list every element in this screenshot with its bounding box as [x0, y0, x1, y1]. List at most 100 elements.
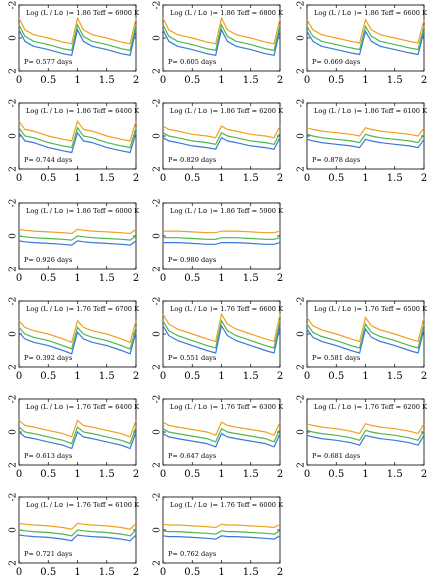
series-line-mid: [162, 319, 281, 349]
x-tick-label: 0: [16, 371, 22, 382]
x-tick-label: 1.5: [243, 371, 259, 382]
series-line-bot: [162, 28, 281, 56]
y-tick-label: 2: [153, 68, 163, 74]
y-tick-label: -2: [9, 99, 19, 108]
x-tick-label: 0.5: [184, 273, 200, 284]
y-tick-label: 0: [297, 35, 307, 41]
series-line-bot: [306, 29, 425, 56]
x-tick-label: 0.5: [184, 75, 200, 86]
x-tick-label: 2: [421, 469, 427, 480]
x-tick-label: 1: [218, 173, 224, 184]
series-line-bot: [18, 240, 137, 246]
x-tick-label: 0.5: [40, 173, 56, 184]
panel-label: Log (L / L⊙ )= 1.86 Teff = 6900 K: [26, 9, 140, 17]
y-tick-label: 2: [9, 68, 19, 74]
x-tick-label: 0: [160, 469, 166, 480]
x-tick-label: 0: [160, 173, 166, 184]
x-tick-label: 1.5: [99, 173, 115, 184]
panel-label: Log (L / L⊙ )= 1.86 Teff = 6800 K: [170, 9, 284, 17]
series-line-top: [162, 312, 281, 343]
x-tick-label: 1.5: [99, 469, 115, 480]
series-line-mid: [18, 23, 137, 52]
y-tick-label: 2: [153, 364, 163, 370]
panel-label: Log (L / L⊙ )= 1.76 Teff = 6700 K: [26, 305, 140, 313]
y-tick-label: -2: [9, 297, 19, 306]
y-tick-label: 2: [153, 166, 163, 172]
x-tick-label: 2: [277, 567, 283, 578]
x-tick-label: 2: [133, 469, 139, 480]
x-tick-label: 0: [16, 567, 22, 578]
x-tick-label: 0: [160, 371, 166, 382]
y-tick-label: 0: [9, 233, 19, 239]
panel-label: Log (L / L⊙ )= 1.86 Teff = 6100 K: [314, 107, 428, 115]
series-line-bot: [18, 331, 137, 355]
x-tick-label: 0: [160, 75, 166, 86]
x-tick-label: 1: [218, 567, 224, 578]
panel-label: Log (L / L⊙ )= 1.76 Teff = 6400 K: [26, 403, 140, 411]
x-tick-label: 1.5: [99, 567, 115, 578]
y-tick-label: 0: [9, 429, 19, 435]
series-line-mid: [162, 427, 281, 443]
x-tick-label: 2: [421, 371, 427, 382]
series-line-mid: [18, 426, 137, 445]
panel-label: Log (L / L⊙ )= 1.76 Teff = 6500 K: [314, 305, 428, 313]
panel-period: P= 0.721 days: [24, 550, 73, 558]
series-line-top: [162, 523, 281, 529]
panel-period: P= 0.647 days: [168, 452, 217, 460]
y-tick-label: 0: [153, 233, 163, 239]
x-tick-label: 1.5: [243, 75, 259, 86]
y-tick-label: -2: [9, 199, 19, 208]
y-tick-label: 0: [9, 331, 19, 337]
x-tick-label: 0: [16, 75, 22, 86]
y-tick-label: -2: [297, 297, 307, 306]
x-tick-label: 1.5: [243, 567, 259, 578]
series-line-mid: [18, 235, 137, 241]
series-line-mid: [18, 126, 137, 149]
y-tick-label: 2: [9, 560, 19, 566]
x-tick-label: 0.5: [328, 173, 344, 184]
x-tick-label: 1: [362, 371, 368, 382]
series-line-mid: [306, 133, 425, 144]
y-tick-label: -2: [153, 1, 163, 10]
panel-period: P= 0.926 days: [24, 256, 73, 264]
series-line-top: [163, 230, 281, 234]
y-tick-label: -2: [297, 395, 307, 404]
y-tick-label: 2: [9, 462, 19, 468]
panel-period: P= 0.762 days: [168, 550, 217, 558]
x-tick-label: 1.5: [387, 173, 403, 184]
series-line-top: [306, 127, 425, 137]
y-tick-label: 0: [153, 331, 163, 337]
x-tick-label: 0: [304, 173, 310, 184]
y-tick-label: 0: [153, 35, 163, 41]
panel-period: P= 0.980 days: [168, 256, 217, 264]
x-tick-label: 0.5: [184, 567, 200, 578]
series-line-top: [18, 16, 137, 45]
y-tick-label: 2: [9, 364, 19, 370]
y-tick-label: 0: [153, 527, 163, 533]
x-tick-label: 1.5: [243, 273, 259, 284]
x-tick-label: 0: [160, 567, 166, 578]
y-tick-label: 2: [153, 266, 163, 272]
y-tick-label: -2: [9, 1, 19, 10]
x-tick-label: 0.5: [328, 469, 344, 480]
y-tick-label: 2: [297, 68, 307, 74]
panel-period: P= 0.681 days: [312, 452, 361, 460]
panel-period: P= 0.669 days: [312, 58, 361, 66]
series-line-bot: [18, 430, 137, 450]
y-tick-label: 0: [297, 429, 307, 435]
x-tick-label: 1: [218, 273, 224, 284]
panel-period: P= 0.829 days: [168, 156, 217, 164]
y-tick-label: 0: [297, 133, 307, 139]
panel-label: Log (L / L⊙ )= 1.86 Teff = 6400 K: [26, 107, 140, 115]
series-line-top: [18, 319, 137, 344]
y-tick-label: 2: [297, 166, 307, 172]
y-tick-label: 0: [297, 331, 307, 337]
series-line-mid: [18, 326, 137, 350]
series-line-bot: [306, 434, 425, 446]
series-line-mid: [163, 237, 281, 240]
